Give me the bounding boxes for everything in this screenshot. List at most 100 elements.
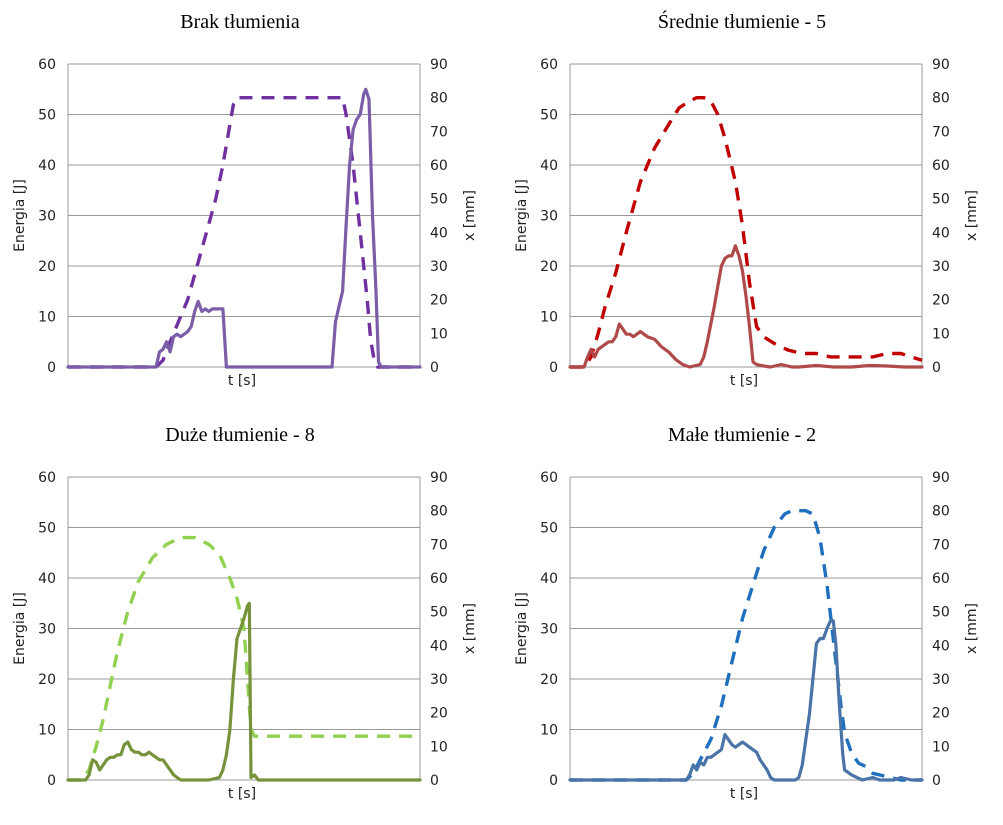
y-tick-label: 10 xyxy=(38,310,56,326)
chart-male-tlumienie: Małe tłumienie - 2 0 10 20 30 40 50 60 0 10 20 30 40… xyxy=(502,413,1002,825)
x-axis-label: t [s] xyxy=(228,373,256,389)
chart-title: Średnie tłumienie - 5 xyxy=(658,9,826,33)
y-tick-label: 10 xyxy=(38,723,56,739)
y2-axis-label: x [mm] xyxy=(462,603,478,654)
y2-tick-label: 50 xyxy=(430,605,448,621)
y-tick-label: 30 xyxy=(38,622,56,638)
y-tick-label: 40 xyxy=(540,158,558,174)
y2-tick-label: 80 xyxy=(430,91,448,107)
series-energy-line xyxy=(568,244,924,369)
y2-axis-label: x [mm] xyxy=(964,603,980,654)
y-axis-label: Energia [J] xyxy=(12,179,28,252)
chart-title: Duże tłumienie - 8 xyxy=(165,424,314,446)
y2-tick-label: 70 xyxy=(430,537,448,553)
y-tick-label: 10 xyxy=(540,723,558,739)
y-tick-label: 60 xyxy=(38,57,56,73)
y2-tick-label: 50 xyxy=(932,605,950,621)
y-tick-label: 40 xyxy=(38,571,56,587)
y-tick-label: 30 xyxy=(540,622,558,638)
y-tick-label: 20 xyxy=(540,259,558,275)
y2-tick-label: 90 xyxy=(932,470,950,486)
y2-tick-label: 10 xyxy=(932,326,950,342)
y2-tick-label: 60 xyxy=(932,571,950,587)
y2-axis-label: x [mm] xyxy=(964,190,980,241)
y2-tick-label: 50 xyxy=(932,192,950,208)
chart-svg: Małe tłumienie - 2 0 10 20 30 40 50 60 0 10 20 30 40… xyxy=(514,424,980,802)
y2-tick-label: 40 xyxy=(430,638,448,654)
y2-tick-label: 60 xyxy=(430,571,448,587)
y2-tick-label: 80 xyxy=(932,91,950,107)
y2-tick-label: 0 xyxy=(430,773,439,789)
y2-tick-label: 20 xyxy=(430,706,448,722)
y2-tick-label: 20 xyxy=(932,706,950,722)
y-tick-label: 20 xyxy=(38,672,56,688)
y-tick-label: 60 xyxy=(38,470,56,486)
y2-tick-label: 10 xyxy=(932,739,950,755)
y2-tick-label: 70 xyxy=(430,124,448,140)
y-tick-label: 20 xyxy=(38,259,56,275)
y2-tick-label: 40 xyxy=(430,225,448,241)
y-tick-label: 20 xyxy=(540,672,558,688)
y2-axis-label: x [mm] xyxy=(462,190,478,241)
series-position-line xyxy=(570,509,922,782)
chart-duze-tlumienie: Duże tłumienie - 8 0 10 20 30 40 50 60 0 10 20 30 40… xyxy=(0,413,500,825)
series-position-line xyxy=(68,535,420,782)
y-axis-label: Energia [J] xyxy=(12,592,28,665)
y2-tick-label: 10 xyxy=(430,326,448,342)
chart-svg: Brak tłumienia 0 10 20 30 40 50 60 0 10 20 30 40 50 60… xyxy=(12,11,478,389)
y2-tick-label: 10 xyxy=(430,739,448,755)
y-tick-label: 0 xyxy=(549,360,558,376)
y2-tick-label: 90 xyxy=(430,470,448,486)
y2-tick-label: 0 xyxy=(430,360,439,376)
y-tick-label: 50 xyxy=(540,108,558,124)
y-axis-label: Energia [J] xyxy=(514,179,530,252)
chart-title: Brak tłumienia xyxy=(180,11,300,33)
y2-tick-label: 20 xyxy=(932,293,950,309)
y-tick-label: 40 xyxy=(38,158,56,174)
y-axis-label: Energia [J] xyxy=(514,592,530,665)
chart-brak-tlumienia: Brak tłumienia 0 10 20 30 40 50 60 0 10 20 30 40 50 60… xyxy=(0,0,500,412)
y2-tick-label: 60 xyxy=(932,158,950,174)
x-axis-label: t [s] xyxy=(228,786,256,802)
y-tick-label: 10 xyxy=(540,310,558,326)
y2-tick-label: 90 xyxy=(430,57,448,73)
y2-tick-label: 50 xyxy=(430,192,448,208)
y-tick-label: 0 xyxy=(47,773,56,789)
series-position-line xyxy=(570,96,923,369)
y2-tick-label: 0 xyxy=(932,773,941,789)
series-energy-line xyxy=(66,87,422,369)
y2-tick-label: 20 xyxy=(430,293,448,309)
y-tick-label: 60 xyxy=(540,470,558,486)
y-tick-label: 0 xyxy=(47,360,56,376)
y2-tick-label: 70 xyxy=(932,124,950,140)
y2-tick-label: 90 xyxy=(932,57,950,73)
y2-tick-label: 40 xyxy=(932,638,950,654)
series-energy-line xyxy=(66,601,422,782)
y2-tick-label: 30 xyxy=(932,259,950,275)
y-tick-label: 50 xyxy=(38,521,56,537)
y-tick-label: 50 xyxy=(38,108,56,124)
series-energy-line xyxy=(568,619,924,782)
chart-svg: Duże tłumienie - 8 0 10 20 30 40 50 60 0 10 20 30 40… xyxy=(12,424,478,802)
chart-svg: Średnie tłumienie - 5 0 10 20 30 40 50 60 0 10 20 3… xyxy=(514,9,980,389)
y2-tick-label: 70 xyxy=(932,537,950,553)
y2-tick-label: 80 xyxy=(932,504,950,520)
y2-tick-label: 60 xyxy=(430,158,448,174)
y-tick-label: 0 xyxy=(549,773,558,789)
y2-tick-label: 0 xyxy=(932,360,941,376)
y-tick-label: 30 xyxy=(540,209,558,225)
x-axis-label: t [s] xyxy=(730,786,758,802)
series-position-line xyxy=(68,96,420,369)
y2-tick-label: 30 xyxy=(932,672,950,688)
y-tick-label: 30 xyxy=(38,209,56,225)
y2-tick-label: 40 xyxy=(932,225,950,241)
chart-title: Małe tłumienie - 2 xyxy=(668,424,816,446)
y2-tick-label: 30 xyxy=(430,672,448,688)
y-tick-label: 60 xyxy=(540,57,558,73)
chart-srednie-tlumienie: Średnie tłumienie - 5 0 10 20 30 40 50 60 0 10 20 3… xyxy=(502,0,1002,412)
y-tick-label: 50 xyxy=(540,521,558,537)
y-tick-label: 40 xyxy=(540,571,558,587)
y2-tick-label: 30 xyxy=(430,259,448,275)
x-axis-label: t [s] xyxy=(730,373,758,389)
y2-tick-label: 80 xyxy=(430,504,448,520)
